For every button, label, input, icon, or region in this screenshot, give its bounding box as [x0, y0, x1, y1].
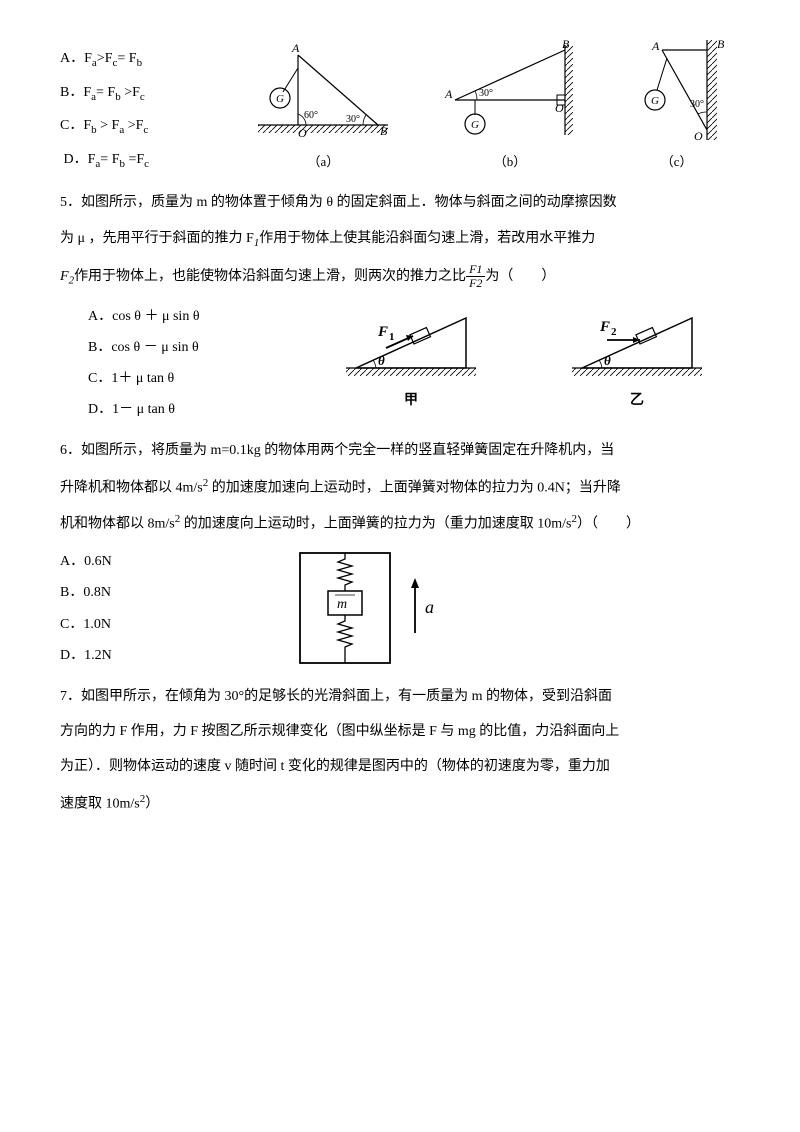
sub: c [143, 124, 148, 136]
q6-stem2: 升降机和物体都以 4m/s2 的加速度加速向上运动时，上面弹簧对物体的拉力为 0… [60, 474, 740, 501]
q5-optC: C．1＋ μ tan θ [88, 366, 288, 391]
svg-text:O: O [694, 129, 703, 143]
sub: c [140, 90, 145, 102]
q5-optA: A．cos θ ＋ μ sin θ [88, 304, 288, 329]
q5-options: A．cos θ ＋ μ sin θ B．cos θ － μ sin θ C．1＋… [88, 298, 288, 429]
caption: （a） [248, 150, 398, 173]
q7-stem2: 方向的力 F 作用，力 F 按图乙所示规律变化（图中纵坐标是 F 与 mg 的比… [60, 719, 740, 744]
svg-text:A: A [444, 87, 453, 101]
q4-optA: A．Fa>Fc= Fb [60, 46, 240, 74]
text: D．F [64, 152, 96, 167]
text: = F [100, 152, 119, 167]
q5-optD: D．1－ μ tan θ [88, 397, 288, 422]
svg-text:B: B [562, 40, 570, 51]
q6-optB: B．0.8N [60, 580, 260, 605]
q4-block: A．Fa>Fc= Fb B．Fa= Fb >Fc C．Fb > Fa >Fc D… [60, 40, 740, 180]
q5-fig-1: θ F 1 甲 [336, 298, 486, 413]
q6-stem3: 机和物体都以 8m/s2 的加速度向上运动时，上面弹簧的拉力为（重力加速度取 1… [60, 510, 740, 537]
q5-figures: θ F 1 甲 [308, 298, 740, 413]
q5-fig-2: θ F 2 乙 [562, 298, 712, 413]
text: 升降机和物体都以 4m/s [60, 480, 203, 495]
q4-options: A．Fa>Fc= Fb B．Fa= Fb >Fc C．Fb > Fa >Fc D… [60, 40, 240, 180]
text: 的加速度加速向上运动时，上面弹簧对物体的拉力为 0.4N；当升降 [208, 480, 621, 495]
svg-text:O: O [555, 101, 564, 115]
q5-stem1: 5．如图所示，质量为 m 的物体置于倾角为 θ 的固定斜面上．物体与斜面之间的动… [60, 190, 740, 215]
svg-text:θ: θ [378, 353, 385, 368]
q4-optD: D．Fa= Fb =Fc [60, 147, 240, 175]
q6-block: A．0.6N B．0.8N C．1.0N D．1.2N m a [60, 543, 740, 674]
svg-text:A: A [291, 41, 300, 55]
svg-text:30°: 30° [479, 88, 493, 99]
svg-text:θ: θ [604, 353, 611, 368]
text: C．F [60, 118, 91, 133]
q4-fig-b: A B O 30° G （b） [435, 40, 585, 173]
q6-options: A．0.6N B．0.8N C．1.0N D．1.2N [60, 543, 260, 674]
svg-text:30°: 30° [346, 114, 360, 125]
text: ）（ ） [577, 517, 640, 532]
text: A．F [60, 51, 92, 66]
q4-optB: B．Fa= Fb >Fc [60, 80, 240, 108]
q6-optA: A．0.6N [60, 549, 260, 574]
sub: c [144, 158, 149, 170]
q5-stem3: F2作用于物体上，也能使物体沿斜面匀速上滑，则两次的推力之比F1F2为（ ） [60, 263, 740, 292]
svg-text:G: G [471, 119, 479, 131]
q6-optD: D．1.2N [60, 643, 260, 668]
text: 作用于物体上使其能沿斜面匀速上滑，若改用水平推力 [259, 231, 595, 246]
text: = F [117, 51, 136, 66]
svg-text:G: G [276, 93, 284, 105]
svg-text:F: F [599, 319, 610, 335]
caption: （b） [435, 150, 585, 173]
svg-text:1: 1 [389, 331, 395, 343]
svg-text:B: B [717, 40, 725, 51]
text: 作用于物体上，也能使物体沿斜面匀速上滑，则两次的推力之比 [74, 269, 466, 284]
q7-stem3: 为正）．则物体运动的速度 v 随时间 t 变化的规律是图丙中的（物体的初速度为零… [60, 754, 740, 779]
q6-figure: m a [280, 543, 740, 673]
q4-optC: C．Fb > Fa >Fc [60, 113, 240, 141]
text: >F [124, 118, 143, 133]
q5-optB: B．cos θ － μ sin θ [88, 335, 288, 360]
q6-stem1: 6．如图所示，将质量为 m=0.1kg 的物体用两个完全一样的竖直轻弹簧固定在升… [60, 438, 740, 463]
text: 的加速度向上运动时，上面弹簧的拉力为（重力加速度取 10m/s [180, 517, 571, 532]
text: > F [97, 118, 120, 133]
q4-figures: A B O 60° 30° G （a） [240, 40, 740, 173]
caption: 乙 [562, 388, 712, 413]
svg-text:F: F [377, 324, 388, 340]
caption: 甲 [336, 388, 486, 413]
sub: b [137, 57, 143, 69]
text: 速度取 10m/s [60, 796, 140, 811]
text: 为（ ） [485, 269, 555, 284]
text: B．F [60, 85, 91, 100]
svg-text:A: A [651, 40, 660, 53]
svg-text:O: O [298, 126, 307, 140]
text: ） [145, 796, 159, 811]
svg-text:m: m [337, 597, 347, 612]
svg-text:30°: 30° [690, 99, 704, 110]
q4-fig-a: A B O 60° 30° G （a） [248, 40, 398, 173]
svg-text:2: 2 [611, 326, 617, 338]
svg-text:G: G [651, 95, 659, 107]
text: >F [97, 51, 113, 66]
text: >F [121, 85, 140, 100]
text: 为 μ ，先用平行于斜面的推力 F [60, 231, 254, 246]
q5-block: A．cos θ ＋ μ sin θ B．cos θ － μ sin θ C．1＋… [60, 298, 740, 429]
text: =F [125, 152, 144, 167]
caption: （c） [622, 150, 732, 173]
text: F [60, 269, 69, 284]
q5-stem2: 为 μ ，先用平行于斜面的推力 F1作用于物体上使其能沿斜面匀速上滑，若改用水平… [60, 226, 740, 254]
svg-text:60°: 60° [304, 110, 318, 121]
frac-num: F1 [466, 263, 485, 277]
q4-fig-c: A B O 30° G （c） [622, 40, 732, 173]
frac-den: F2 [466, 277, 485, 290]
q7-stem1: 7．如图甲所示，在倾角为 30°的足够长的光滑斜面上，有一质量为 m 的物体，受… [60, 684, 740, 709]
svg-text:B: B [380, 124, 388, 138]
text: = F [96, 85, 115, 100]
q7-stem4: 速度取 10m/s2） [60, 790, 740, 817]
text: 机和物体都以 8m/s [60, 517, 175, 532]
q6-optC: C．1.0N [60, 612, 260, 637]
svg-text:a: a [425, 597, 434, 617]
